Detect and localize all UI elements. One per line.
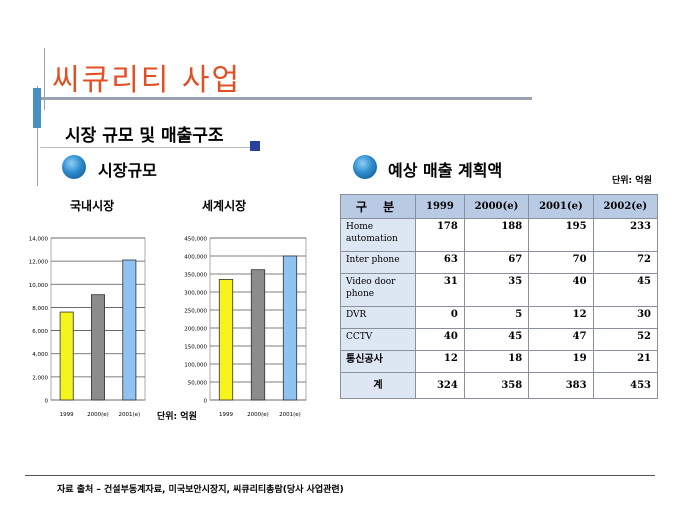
table-header-cell: 구 분 bbox=[340, 194, 416, 219]
table-cell: 67 bbox=[463, 251, 530, 274]
bar bbox=[282, 255, 298, 401]
y-tick-label: 6,000 bbox=[32, 329, 48, 335]
header-accent-bar bbox=[33, 88, 41, 128]
table-row: DVR 0 5 12 30 bbox=[340, 306, 659, 329]
table-cell: 70 bbox=[528, 251, 594, 274]
table-header-cell: 2000(e) bbox=[463, 194, 530, 219]
row-label: 계 bbox=[340, 372, 416, 399]
table-row: Inter phone 63 67 70 72 bbox=[340, 251, 659, 274]
footer-divider bbox=[25, 475, 655, 476]
row-label: CCTV bbox=[340, 328, 416, 351]
header-vertical-line bbox=[44, 48, 45, 110]
table-row: CCTV 40 45 47 52 bbox=[340, 328, 659, 351]
table-row: 통신공사 12 18 19 21 bbox=[340, 350, 659, 373]
y-tick-label: 200,000 bbox=[184, 327, 207, 333]
table-header-row: 구 분 1999 2000(e) 2001(e) 2002(e) bbox=[340, 194, 659, 219]
x-tick-label: 2001(e) bbox=[279, 412, 301, 418]
page-title: 씨큐리티 사업 bbox=[52, 63, 242, 98]
x-tick-label: 1999 bbox=[219, 412, 233, 418]
table-cell: 188 bbox=[463, 218, 530, 252]
table-header-cell: 2002(e) bbox=[592, 194, 659, 219]
bar bbox=[59, 311, 74, 401]
source-note: 자료 출처 – 건설부동계자료, 미국보안시장지, 씨큐리티총람(당사 사업관련… bbox=[57, 485, 344, 495]
table-cell: 63 bbox=[415, 251, 465, 274]
x-tick-label: 1999 bbox=[60, 412, 74, 418]
x-tick-label: 2000(e) bbox=[87, 412, 109, 418]
table-cell: 45 bbox=[463, 328, 530, 351]
row-label: Home automation bbox=[340, 218, 416, 252]
sphere-bullet-icon bbox=[62, 155, 86, 179]
header-vertical-line-lower bbox=[37, 86, 38, 186]
table-cell: 0 bbox=[415, 306, 465, 329]
y-tick-label: 12,000 bbox=[29, 260, 49, 266]
y-tick-label: 10,000 bbox=[29, 283, 49, 289]
x-tick-label: 2001(e) bbox=[118, 412, 140, 418]
section-title-market-size: 시장규모 bbox=[98, 161, 157, 180]
y-tick-label: 14,000 bbox=[29, 237, 49, 243]
table-header-cell: 1999 bbox=[415, 194, 465, 219]
y-tick-label: 2,000 bbox=[32, 375, 48, 381]
y-tick-label: 150,000 bbox=[184, 345, 207, 351]
subtitle-square-icon bbox=[250, 141, 260, 151]
table-cell: 40 bbox=[415, 328, 465, 351]
bar bbox=[250, 269, 266, 401]
table-cell: 21 bbox=[592, 350, 659, 373]
y-tick-label: 100,000 bbox=[184, 363, 207, 369]
page-subtitle: 시장 규모 및 매출구조 bbox=[65, 126, 224, 146]
table-cell: 40 bbox=[528, 273, 594, 307]
table-cell: 35 bbox=[463, 273, 530, 307]
table-cell: 18 bbox=[463, 350, 530, 373]
y-tick-label: 450,000 bbox=[184, 237, 207, 243]
table-cell: 324 bbox=[415, 372, 465, 399]
row-label: DVR bbox=[340, 306, 416, 329]
header-divider bbox=[38, 97, 532, 100]
table-cell: 45 bbox=[592, 273, 659, 307]
y-tick-label: 300,000 bbox=[184, 291, 207, 297]
table-cell: 47 bbox=[528, 328, 594, 351]
domestic-market-chart: 0 2,000 4,000 6,000 8,000 10,000 12,000 14,000 1… bbox=[29, 237, 146, 418]
table-cell: 5 bbox=[463, 306, 530, 329]
table-cell: 178 bbox=[415, 218, 465, 252]
y-tick-label: 0 bbox=[204, 399, 208, 405]
table-cell: 453 bbox=[592, 372, 659, 399]
table-cell: 19 bbox=[528, 350, 594, 373]
table-header-cell: 2001(e) bbox=[528, 194, 594, 219]
row-label: Inter phone bbox=[340, 251, 416, 274]
sphere-bullet-icon bbox=[353, 155, 377, 179]
table-cell: 52 bbox=[592, 328, 659, 351]
world-market-chart: 0 50,000 100,000 150,000 200,000 250,000 300,0… bbox=[184, 237, 307, 418]
table-cell: 31 bbox=[415, 273, 465, 307]
y-tick-label: 400,000 bbox=[184, 255, 207, 261]
chart-unit-label: 단위: 억원 bbox=[157, 412, 197, 422]
table-cell: 195 bbox=[528, 218, 594, 252]
table-cell: 12 bbox=[415, 350, 465, 373]
chart-title-domestic: 국내시장 bbox=[70, 199, 115, 213]
table-cell: 233 bbox=[592, 218, 659, 252]
table-cell: 12 bbox=[528, 306, 594, 329]
bar bbox=[218, 279, 234, 401]
y-tick-label: 250,000 bbox=[184, 309, 207, 315]
section-title-forecast: 예상 매출 계획액 bbox=[388, 161, 503, 180]
row-label: 통신공사 bbox=[340, 350, 416, 373]
bar bbox=[122, 259, 137, 401]
x-tick-label: 2000(e) bbox=[247, 412, 269, 418]
bar bbox=[91, 294, 105, 401]
y-tick-label: 8,000 bbox=[32, 306, 48, 312]
table-cell: 72 bbox=[592, 251, 659, 274]
table-row: Home automation 178 188 195 233 bbox=[340, 218, 659, 252]
y-tick-label: 350,000 bbox=[184, 273, 207, 279]
subtitle-underline bbox=[40, 147, 254, 148]
table-cell: 383 bbox=[528, 372, 594, 399]
table-unit-label: 단위: 억원 bbox=[612, 176, 652, 186]
table-total-row: 계 324 358 383 453 bbox=[340, 372, 659, 399]
y-tick-label: 4,000 bbox=[32, 352, 48, 358]
table-cell: 358 bbox=[463, 372, 530, 399]
table-cell: 30 bbox=[592, 306, 659, 329]
table-row: Video door phone 31 35 40 45 bbox=[340, 273, 659, 307]
forecast-table: 구 분 1999 2000(e) 2001(e) 2002(e) Home au… bbox=[340, 194, 659, 399]
y-tick-label: 0 bbox=[45, 399, 49, 405]
y-tick-label: 50,000 bbox=[188, 381, 208, 387]
chart-title-world: 세계시장 bbox=[202, 199, 247, 213]
row-label: Video door phone bbox=[340, 273, 416, 307]
